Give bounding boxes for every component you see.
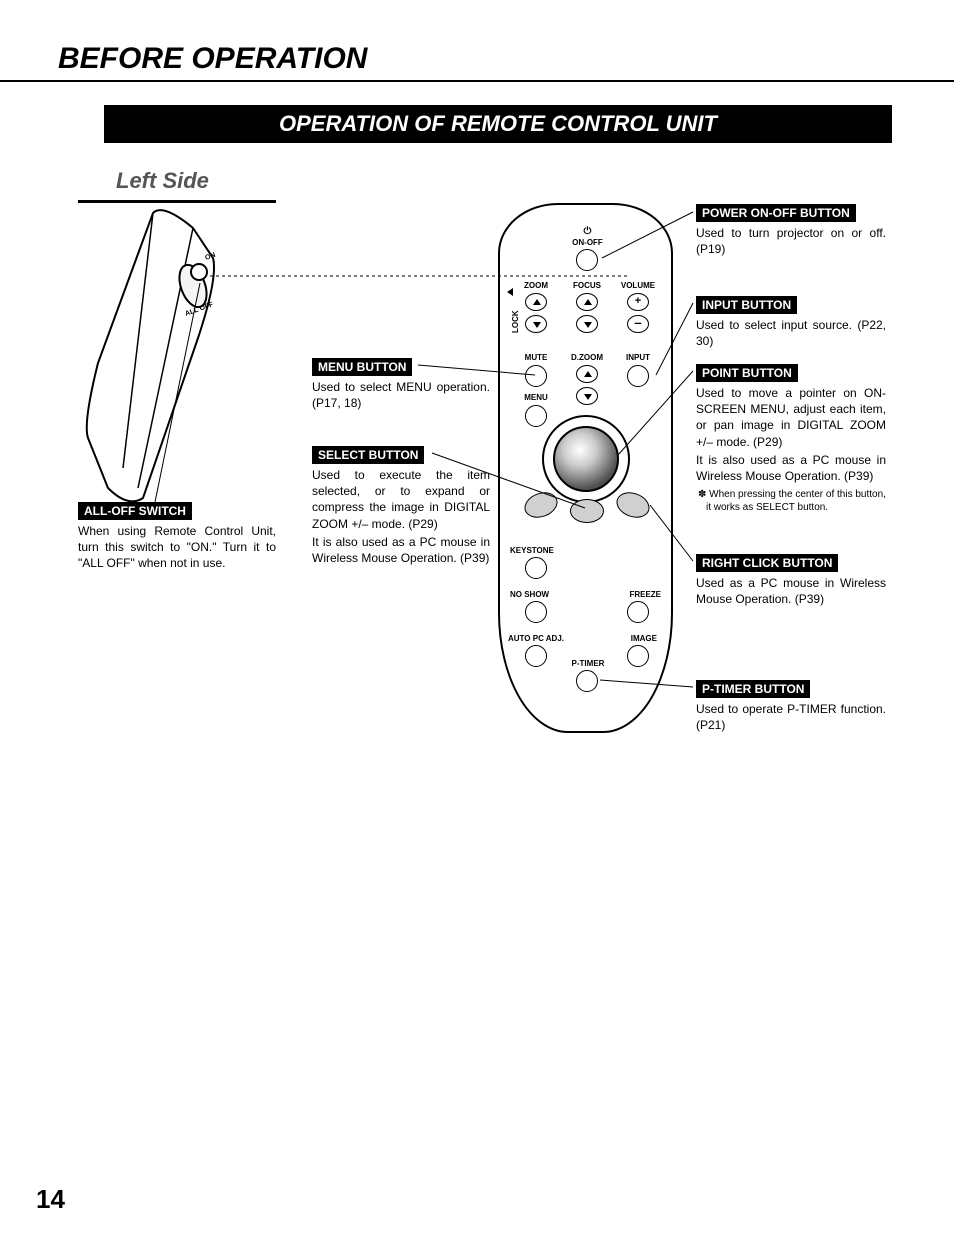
- focus-up-button: [576, 293, 598, 311]
- callout-select-body2: It is also used as a PC mouse in Wireles…: [312, 534, 490, 566]
- volume-plus-button: +: [627, 293, 649, 311]
- label-keystone: KEYSTONE: [510, 546, 554, 555]
- callout-input: INPUT BUTTON Used to select input source…: [696, 296, 886, 349]
- side-remote-illustration: ON ALL OFF: [78, 208, 278, 508]
- label-p-timer: P-TIMER: [566, 659, 610, 668]
- point-button: [553, 426, 619, 492]
- callout-ptimer-label: P-TIMER BUTTON: [696, 680, 810, 698]
- subhead-rule: [78, 200, 276, 203]
- dzoom-up-button: [576, 365, 598, 383]
- label-menu: MENU: [516, 393, 556, 402]
- menu-button: [525, 405, 547, 427]
- callout-point-body2: It is also used as a PC mouse in Wireles…: [696, 452, 886, 484]
- keystone-button: [525, 557, 547, 579]
- callout-all-off-label: ALL-OFF SWITCH: [78, 502, 192, 520]
- callout-ptimer: P-TIMER BUTTON Used to operate P-TIMER f…: [696, 680, 886, 733]
- no-show-button: [525, 601, 547, 623]
- label-auto-pc: AUTO PC ADJ.: [508, 634, 564, 643]
- callout-menu-body: Used to select MENU operation. (P17, 18): [312, 379, 490, 411]
- callout-point-note: ✽ When pressing the center of this butto…: [696, 488, 886, 514]
- label-mute: MUTE: [516, 353, 556, 362]
- select-button: [570, 499, 604, 523]
- callout-right-click: RIGHT CLICK BUTTON Used as a PC mouse in…: [696, 554, 886, 607]
- callout-input-label: INPUT BUTTON: [696, 296, 797, 314]
- callout-select-body: Used to execute the item selected, or to…: [312, 467, 490, 532]
- volume-minus-button: –: [627, 315, 649, 333]
- focus-down-button: [576, 315, 598, 333]
- zoom-up-button: [525, 293, 547, 311]
- callout-select-label: SELECT BUTTON: [312, 446, 424, 464]
- p-timer-button: [576, 670, 598, 692]
- callout-power: POWER ON-OFF BUTTON Used to turn project…: [696, 204, 886, 257]
- label-on-off: ON-OFF: [500, 238, 675, 247]
- callout-right-click-label: RIGHT CLICK BUTTON: [696, 554, 838, 572]
- label-freeze: FREEZE: [629, 590, 661, 599]
- lock-arrow-icon: [507, 288, 513, 296]
- callout-point-body: Used to move a pointer on ON-SCREEN MENU…: [696, 385, 886, 450]
- label-zoom: ZOOM: [516, 281, 556, 290]
- page-number: 14: [36, 1184, 65, 1215]
- callout-input-body: Used to select input source. (P22, 30): [696, 317, 886, 349]
- remote-body: ⏻ ON-OFF ZOOM FOCUS VOLUME + – LOCK MUTE…: [498, 203, 673, 733]
- power-icon: ⏻: [500, 226, 675, 237]
- callout-select: SELECT BUTTON Used to execute the item s…: [312, 446, 490, 566]
- callout-menu-label: MENU BUTTON: [312, 358, 412, 376]
- subhead-left-side: Left Side: [116, 168, 209, 194]
- callout-all-off-body: When using Remote Control Unit, turn thi…: [78, 523, 276, 572]
- label-dzoom: D.ZOOM: [567, 353, 607, 362]
- zoom-down-button: [525, 315, 547, 333]
- input-button: [627, 365, 649, 387]
- image-button: [627, 645, 649, 667]
- label-image: IMAGE: [631, 634, 657, 643]
- mute-button: [525, 365, 547, 387]
- callout-power-label: POWER ON-OFF BUTTON: [696, 204, 856, 222]
- callout-all-off: ALL-OFF SWITCH When using Remote Control…: [78, 502, 276, 572]
- callout-power-body: Used to turn projector on or off. (P19): [696, 225, 886, 257]
- section-banner: OPERATION OF REMOTE CONTROL UNIT: [104, 105, 892, 143]
- callout-point-label: POINT BUTTON: [696, 364, 798, 382]
- callout-right-click-body: Used as a PC mouse in Wireless Mouse Ope…: [696, 575, 886, 607]
- label-volume: VOLUME: [618, 281, 658, 290]
- page-title: BEFORE OPERATION: [58, 42, 367, 76]
- callout-ptimer-body: Used to operate P-TIMER function. (P21): [696, 701, 886, 733]
- label-no-show: NO SHOW: [510, 590, 549, 599]
- label-lock: LOCK: [511, 310, 520, 333]
- left-click-button: [521, 488, 561, 522]
- power-button: [576, 249, 598, 271]
- title-rule: [0, 80, 954, 82]
- label-input: INPUT: [618, 353, 658, 362]
- freeze-button: [627, 601, 649, 623]
- callout-point: POINT BUTTON Used to move a pointer on O…: [696, 364, 886, 514]
- auto-pc-button: [525, 645, 547, 667]
- label-focus: FOCUS: [567, 281, 607, 290]
- dzoom-down-button: [576, 387, 598, 405]
- callout-menu: MENU BUTTON Used to select MENU operatio…: [312, 358, 490, 411]
- right-click-button: [613, 488, 653, 522]
